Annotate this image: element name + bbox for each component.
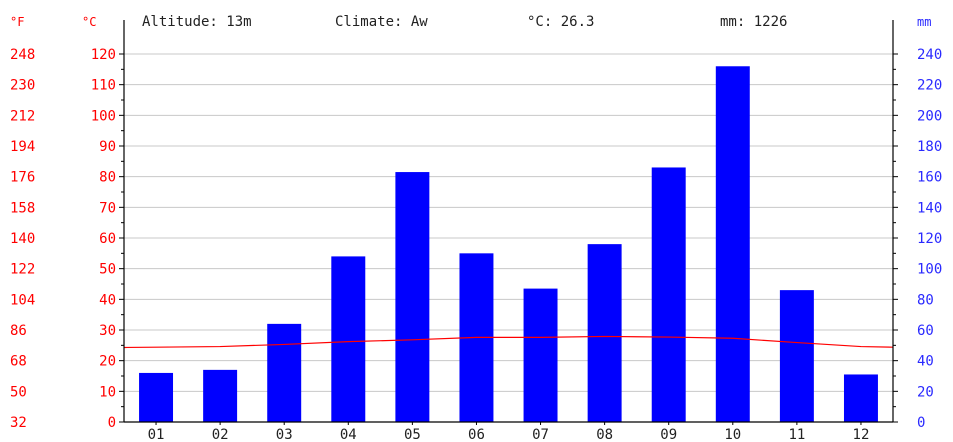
grid-lines — [124, 53, 893, 392]
fahrenheit-tick-label: 68 — [10, 354, 27, 370]
month-tick-label: 01 — [148, 427, 165, 442]
month-tick-label: 06 — [468, 427, 485, 442]
mm-tick-label: 180 — [917, 139, 942, 155]
axes — [119, 20, 898, 425]
fahrenheit-tick-label: 212 — [10, 108, 35, 124]
fahrenheit-tick-label: 32 — [10, 415, 27, 431]
month-tick-label: 02 — [212, 427, 229, 442]
precip-bar — [715, 66, 750, 423]
precip-bars — [139, 66, 878, 423]
mm-tick-label: 200 — [917, 108, 942, 124]
celsius-tick-label: 40 — [99, 292, 116, 308]
precip-bar — [843, 374, 878, 422]
fahrenheit-tick-label: 140 — [10, 231, 35, 247]
mm-tick-label: 60 — [917, 323, 934, 339]
mm-unit-label: mm — [917, 15, 931, 29]
fahrenheit-tick-label: 176 — [10, 170, 35, 186]
precip-bar — [267, 323, 302, 422]
mm-tick-label: 240 — [917, 47, 942, 63]
mm-tick-label: 160 — [917, 170, 942, 186]
celsius-tick-label: 0 — [108, 415, 116, 431]
celsius-tick-label: 50 — [99, 262, 116, 278]
month-tick-label: 09 — [660, 427, 677, 442]
celsius-tick-label: 110 — [91, 78, 116, 94]
month-tick-label: 11 — [788, 427, 805, 442]
precip-bar — [587, 244, 622, 422]
altitude-label: Altitude: 13m — [142, 14, 252, 30]
month-tick-label: 03 — [276, 427, 293, 442]
celsius-unit-label: °C — [82, 15, 96, 29]
fahrenheit-tick-label: 122 — [10, 262, 35, 278]
precip-bar — [203, 369, 238, 422]
month-tick-label: 10 — [724, 427, 741, 442]
precip-bar — [331, 256, 366, 422]
climate-label: Climate: Aw — [335, 14, 428, 30]
celsius-tick-label: 80 — [99, 170, 116, 186]
mm-tick-label: 100 — [917, 262, 942, 278]
month-tick-label: 04 — [340, 427, 357, 442]
temperature-line — [123, 335, 894, 349]
fahrenheit-tick-label: 248 — [10, 47, 35, 63]
mm-tick-label: 0 — [917, 415, 925, 431]
celsius-tick-label: 60 — [99, 231, 116, 247]
fahrenheit-tick-label: 104 — [10, 292, 35, 308]
precip-bar — [395, 172, 430, 422]
mean-temp-label: °C: 26.3 — [527, 14, 594, 30]
celsius-tick-label: 30 — [99, 323, 116, 339]
month-tick-label: 12 — [853, 427, 870, 442]
celsius-tick-label: 90 — [99, 139, 116, 155]
fahrenheit-tick-label: 158 — [10, 200, 35, 216]
precip-bar — [523, 288, 558, 422]
mm-tick-label: 40 — [917, 354, 934, 370]
annual-precip-label: mm: 1226 — [720, 14, 787, 30]
fahrenheit-tick-label: 230 — [10, 78, 35, 94]
temperature-line-group — [123, 335, 894, 349]
celsius-tick-label: 120 — [91, 47, 116, 63]
precip-bar — [651, 167, 686, 422]
celsius-tick-label: 10 — [99, 384, 116, 400]
month-tick-label: 05 — [404, 427, 421, 442]
fahrenheit-tick-label: 194 — [10, 139, 35, 155]
mm-tick-label: 220 — [917, 78, 942, 94]
fahrenheit-tick-label: 50 — [10, 384, 27, 400]
precip-bar — [779, 290, 814, 422]
mm-tick-label: 20 — [917, 384, 934, 400]
fahrenheit-unit-label: °F — [10, 15, 24, 29]
mm-tick-label: 120 — [917, 231, 942, 247]
precip-bar — [139, 372, 174, 422]
celsius-tick-label: 20 — [99, 354, 116, 370]
month-tick-label: 07 — [532, 427, 549, 442]
celsius-tick-label: 70 — [99, 200, 116, 216]
celsius-tick-label: 100 — [91, 108, 116, 124]
mm-tick-label: 140 — [917, 200, 942, 216]
mm-tick-label: 80 — [917, 292, 934, 308]
fahrenheit-tick-label: 86 — [10, 323, 27, 339]
month-tick-label: 08 — [596, 427, 613, 442]
